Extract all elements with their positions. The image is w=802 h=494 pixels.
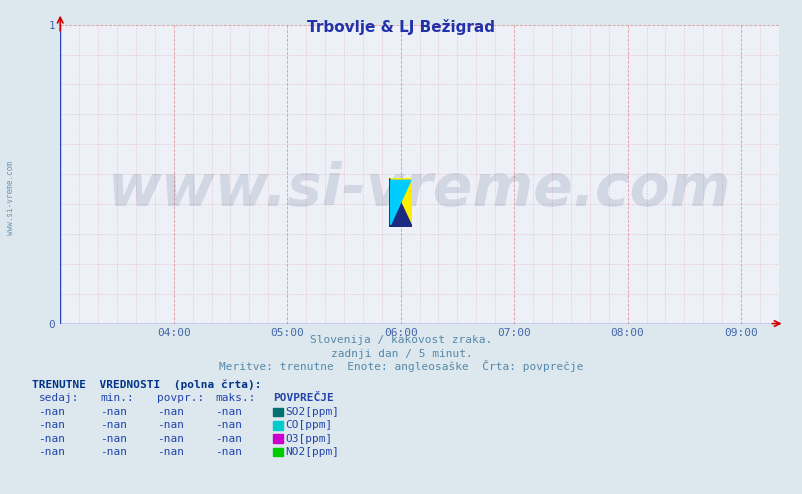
Text: -nan: -nan [100,447,128,457]
Text: zadnji dan / 5 minut.: zadnji dan / 5 minut. [330,349,472,359]
Text: -nan: -nan [215,447,242,457]
Text: -nan: -nan [156,420,184,430]
Text: -nan: -nan [215,420,242,430]
Text: -nan: -nan [38,434,66,444]
Text: NO2[ppm]: NO2[ppm] [285,447,338,457]
Text: -nan: -nan [156,447,184,457]
Text: maks.:: maks.: [215,393,255,403]
Text: -nan: -nan [38,447,66,457]
Text: TRENUTNE  VREDNOSTI  (polna črta):: TRENUTNE VREDNOSTI (polna črta): [32,379,261,390]
Text: SO2[ppm]: SO2[ppm] [285,407,338,417]
Text: -nan: -nan [100,420,128,430]
Text: -nan: -nan [38,420,66,430]
Text: povpr.:: povpr.: [156,393,204,403]
Text: -nan: -nan [100,407,128,417]
Text: sedaj:: sedaj: [38,393,79,403]
Text: www.si-vreme.com: www.si-vreme.com [6,161,15,235]
Polygon shape [389,178,411,227]
Text: -nan: -nan [38,407,66,417]
Text: -nan: -nan [215,434,242,444]
Text: CO[ppm]: CO[ppm] [285,420,332,430]
Text: Slovenija / kakovost zraka.: Slovenija / kakovost zraka. [310,335,492,345]
Text: -nan: -nan [215,407,242,417]
Text: Trbovlje & LJ Bežigrad: Trbovlje & LJ Bežigrad [307,19,495,35]
Text: -nan: -nan [156,434,184,444]
Text: -nan: -nan [100,434,128,444]
Polygon shape [389,178,411,227]
Polygon shape [390,180,411,225]
Text: -nan: -nan [156,407,184,417]
Text: O3[ppm]: O3[ppm] [285,434,332,444]
Text: Meritve: trenutne  Enote: angleosaške  Črta: povprečje: Meritve: trenutne Enote: angleosaške Črt… [219,360,583,371]
Text: POVPREČJE: POVPREČJE [273,393,334,403]
Text: min.:: min.: [100,393,134,403]
Text: www.si-vreme.com: www.si-vreme.com [107,161,731,217]
